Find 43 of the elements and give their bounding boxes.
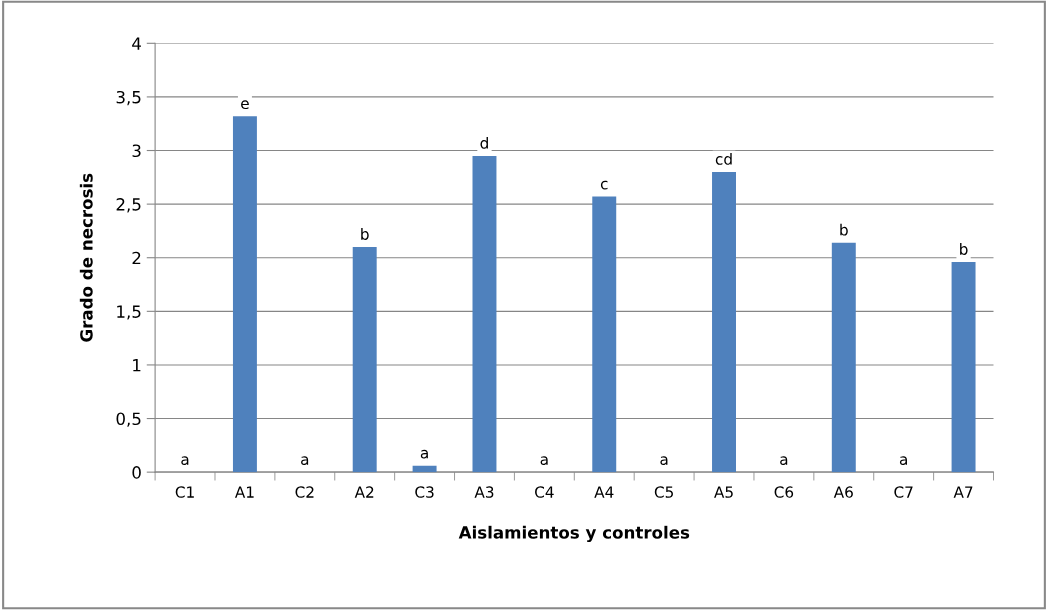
data-label: a: [420, 449, 428, 459]
data-label: c: [600, 180, 608, 190]
x-tick-label: C3: [415, 486, 434, 498]
x-tick-label: C5: [654, 486, 673, 498]
data-label: b: [960, 243, 968, 255]
data-label: d: [480, 136, 488, 149]
data-label: a: [181, 456, 189, 466]
data-label: a: [301, 456, 309, 466]
x-tick-label: C6: [774, 486, 794, 498]
y-tick-label: 4: [132, 37, 141, 50]
y-tick-label: 1,5: [117, 305, 141, 320]
bar: [712, 171, 736, 473]
x-tick-label: C7: [894, 486, 913, 498]
y-tick-label: 3,5: [116, 90, 141, 106]
y-tick-label: 1: [133, 359, 141, 372]
x-tick-label: C2: [295, 486, 314, 498]
data-label: a: [899, 456, 907, 466]
y-axis-title: Grado de necrosis: [79, 173, 93, 342]
data-label: cd: [715, 153, 732, 165]
x-tick-label: A7: [953, 486, 973, 498]
x-tick-label: A3: [474, 486, 494, 498]
x-tick-label: A2: [354, 486, 374, 498]
x-tick-label: C4: [535, 486, 554, 498]
data-label: b: [361, 228, 369, 240]
x-tick-label: A5: [714, 486, 733, 498]
y-tick-label: 2,5: [116, 198, 141, 213]
x-tick-label: A4: [594, 486, 614, 498]
x-tick-label: A6: [833, 486, 853, 498]
data-label: a: [780, 456, 788, 466]
x-tick-label: C1: [175, 486, 194, 498]
bar: [232, 116, 257, 473]
data-label: a: [660, 456, 668, 466]
data-label: e: [241, 100, 249, 110]
y-tick-label: 0,5: [116, 412, 141, 427]
bar: [951, 262, 976, 473]
x-axis-title: Aislamientos y controles: [458, 525, 690, 543]
x-tick-label: A1: [234, 486, 254, 498]
y-tick-label: 3: [132, 144, 141, 158]
data-label: a: [540, 456, 548, 466]
y-tick-label: 2: [132, 251, 141, 265]
y-tick-label: 0: [132, 466, 141, 479]
bar: [472, 155, 497, 473]
data-label: b: [840, 223, 848, 236]
